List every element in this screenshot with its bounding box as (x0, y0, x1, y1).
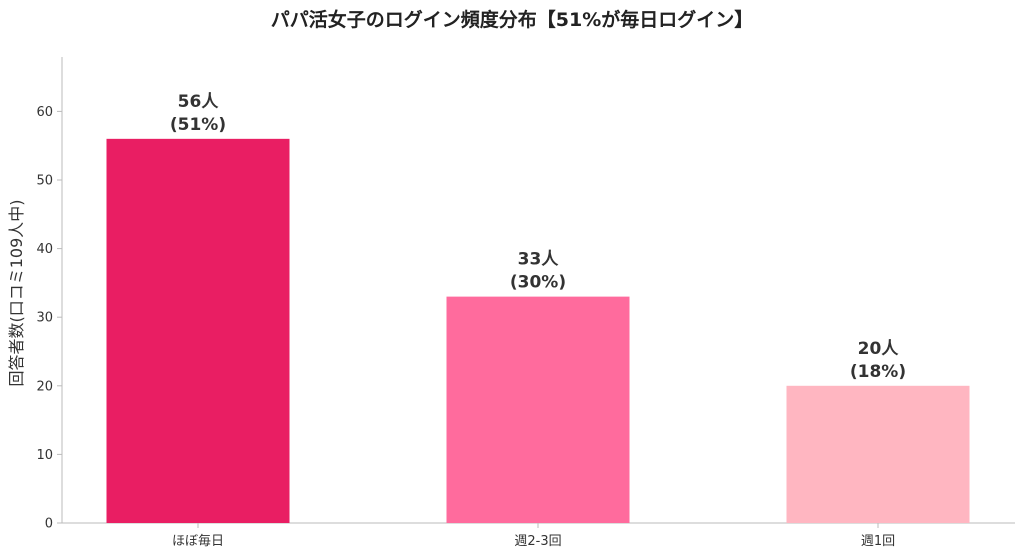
bar (106, 138, 290, 523)
y-tick-label: 40 (36, 242, 53, 257)
y-tick-label: 0 (45, 517, 53, 532)
data-label: (18%) (850, 362, 906, 382)
y-tick-label: 30 (36, 311, 53, 326)
x-ticks: ほぼ毎日 週2-3回 週1回 (172, 523, 895, 549)
data-label: (30%) (510, 273, 566, 293)
y-tick-label: 10 (36, 448, 53, 463)
data-label: 20人 (858, 339, 900, 359)
x-tick-label: ほぼ毎日 (172, 533, 224, 549)
data-labels: 56人 (51%) 33人 (30%) 20人 (18%) (170, 92, 906, 382)
y-axis-label: 回答者数(口コミ109人中) (7, 199, 26, 386)
x-tick-label: 週2-3回 (514, 534, 561, 549)
data-label: (51%) (170, 115, 226, 135)
y-tick-label: 60 (36, 105, 53, 120)
y-tick-label: 50 (36, 174, 53, 189)
x-tick-label: 週1回 (861, 534, 895, 549)
y-tick-label: 20 (36, 379, 53, 394)
data-label: 33人 (518, 250, 560, 270)
bar (786, 385, 970, 523)
chart-title: パパ活女子のログイン頻度分布【51%が毎日ログイン】 (271, 8, 753, 31)
bar (446, 296, 630, 523)
data-label: 56人 (178, 92, 220, 112)
bars (106, 138, 970, 523)
y-ticks: 0 10 20 30 40 50 60 (36, 105, 62, 532)
